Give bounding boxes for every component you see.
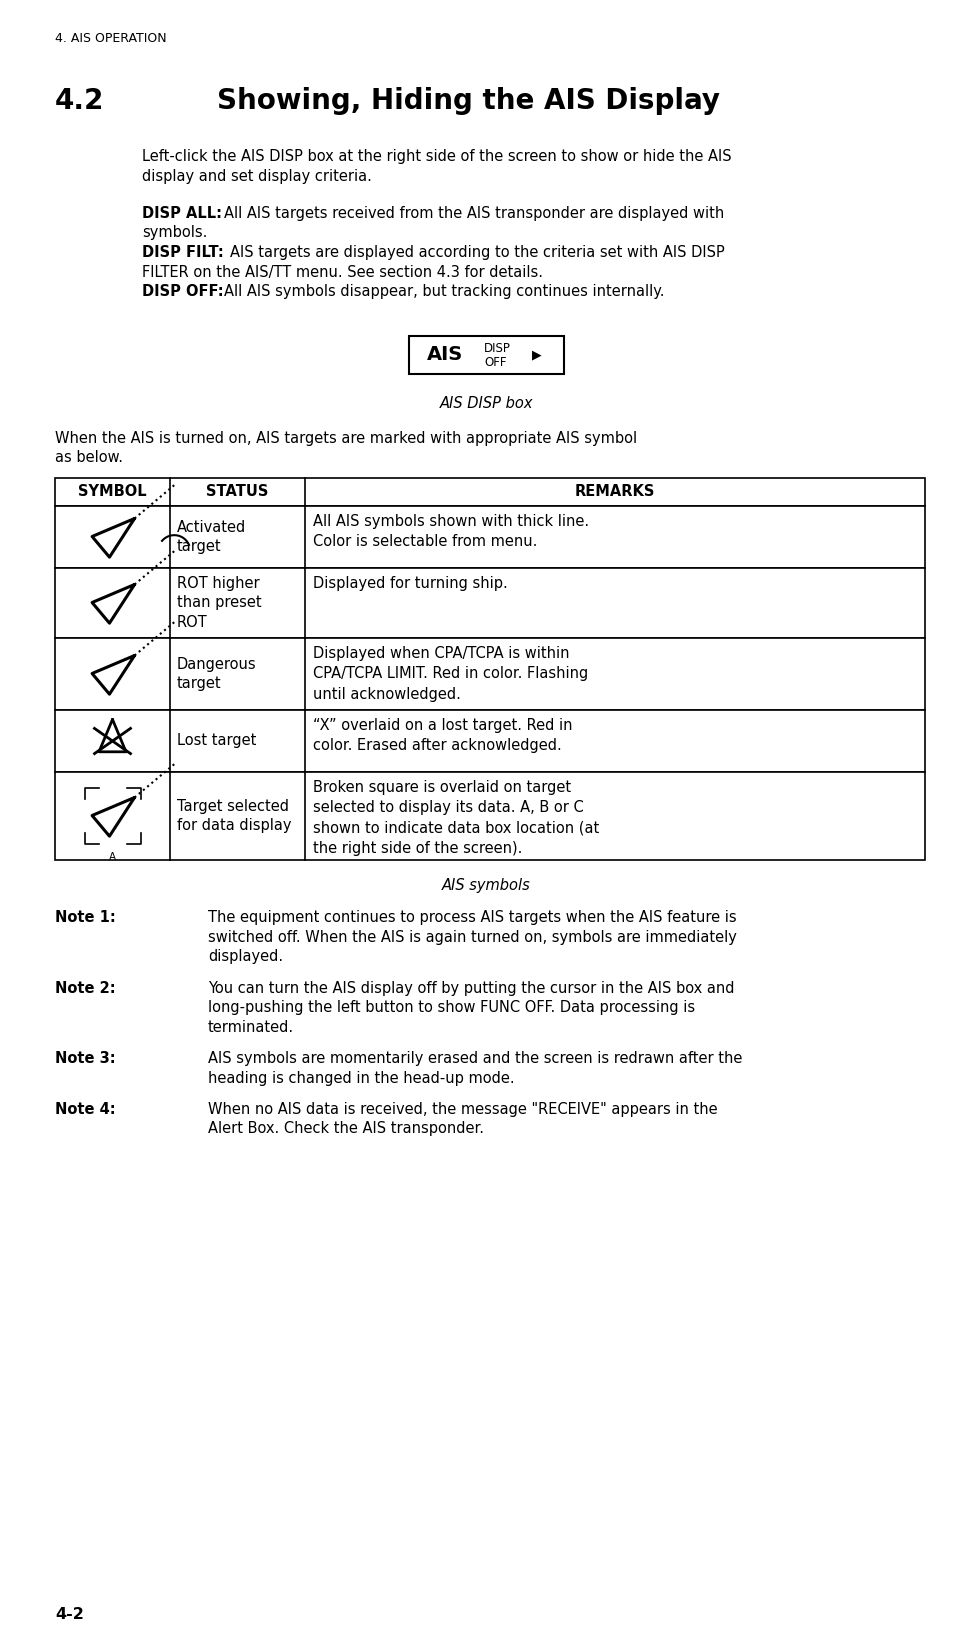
Text: Left-click the AIS DISP box at the right side of the screen to show or hide the : Left-click the AIS DISP box at the right… [142, 149, 732, 163]
Text: heading is changed in the head-up mode.: heading is changed in the head-up mode. [208, 1071, 515, 1085]
Text: DISP OFF:: DISP OFF: [142, 284, 224, 299]
Text: Target selected
for data display: Target selected for data display [177, 798, 292, 834]
Text: DISP ALL:: DISP ALL: [142, 206, 222, 220]
Bar [55, 710, 925, 772]
Bar [55, 568, 925, 638]
Text: FILTER on the AIS/TT menu. See section 4.3 for details.: FILTER on the AIS/TT menu. See section 4… [142, 264, 543, 279]
Text: OFF: OFF [484, 356, 507, 369]
Text: Displayed for turning ship.: Displayed for turning ship. [313, 576, 508, 591]
Text: Displayed when CPA/TCPA is within
CPA/TCPA LIMIT. Red in color. Flashing
until a: Displayed when CPA/TCPA is within CPA/TC… [313, 646, 589, 702]
Text: STATUS: STATUS [206, 485, 269, 499]
Text: AIS: AIS [427, 346, 463, 364]
Bar [409, 336, 564, 374]
Text: Lost target: Lost target [177, 733, 256, 749]
Text: ROT higher
than preset
ROT: ROT higher than preset ROT [177, 576, 262, 630]
Text: displayed.: displayed. [208, 948, 283, 965]
Bar [55, 506, 925, 568]
Text: symbols.: symbols. [142, 225, 207, 240]
Bar [55, 772, 925, 860]
Text: long-pushing the left button to show FUNC OFF. Data processing is: long-pushing the left button to show FUN… [208, 1000, 695, 1015]
Text: terminated.: terminated. [208, 1020, 294, 1035]
Text: REMARKS: REMARKS [575, 485, 655, 499]
Text: DISP: DISP [484, 343, 511, 356]
Text: 4-2: 4-2 [55, 1608, 84, 1622]
Text: The equipment continues to process AIS targets when the AIS feature is: The equipment continues to process AIS t… [208, 911, 737, 925]
Text: All AIS symbols shown with thick line.
Color is selectable from menu.: All AIS symbols shown with thick line. C… [313, 514, 589, 550]
Text: AIS targets are displayed according to the criteria set with AIS DISP: AIS targets are displayed according to t… [230, 245, 725, 259]
Text: AIS DISP box: AIS DISP box [440, 397, 533, 411]
Text: display and set display criteria.: display and set display criteria. [142, 168, 372, 183]
Text: ▶: ▶ [532, 349, 542, 362]
Text: switched off. When the AIS is again turned on, symbols are immediately: switched off. When the AIS is again turn… [208, 930, 737, 945]
Text: All AIS targets received from the AIS transponder are displayed with: All AIS targets received from the AIS tr… [224, 206, 724, 220]
Text: Alert Box. Check the AIS transponder.: Alert Box. Check the AIS transponder. [208, 1121, 484, 1136]
Text: When the AIS is turned on, AIS targets are marked with appropriate AIS symbol: When the AIS is turned on, AIS targets a… [55, 431, 637, 446]
Text: 4. AIS OPERATION: 4. AIS OPERATION [55, 33, 166, 46]
Text: “X” overlaid on a lost target. Red in
color. Erased after acknowledged.: “X” overlaid on a lost target. Red in co… [313, 718, 572, 754]
Text: DISP FILT:: DISP FILT: [142, 245, 224, 259]
Text: AIS symbols: AIS symbols [442, 878, 531, 893]
Text: Dangerous
target: Dangerous target [177, 656, 257, 692]
Text: Note 4:: Note 4: [55, 1102, 116, 1116]
Bar [55, 638, 925, 710]
Bar [55, 478, 925, 506]
Text: Showing, Hiding the AIS Display: Showing, Hiding the AIS Display [217, 86, 720, 114]
Text: Broken square is overlaid on target
selected to display its data. A, B or C
show: Broken square is overlaid on target sele… [313, 780, 599, 857]
Text: A: A [109, 852, 116, 862]
Text: Activated
target: Activated target [177, 519, 246, 555]
Text: 4.2: 4.2 [55, 86, 104, 114]
Text: Note 2:: Note 2: [55, 981, 116, 996]
Text: You can turn the AIS display off by putting the cursor in the AIS box and: You can turn the AIS display off by putt… [208, 981, 735, 996]
Text: All AIS symbols disappear, but tracking continues internally.: All AIS symbols disappear, but tracking … [224, 284, 665, 299]
Text: SYMBOL: SYMBOL [78, 485, 147, 499]
Text: AIS symbols are momentarily erased and the screen is redrawn after the: AIS symbols are momentarily erased and t… [208, 1051, 742, 1066]
Text: Note 1:: Note 1: [55, 911, 116, 925]
Text: When no AIS data is received, the message "RECEIVE" appears in the: When no AIS data is received, the messag… [208, 1102, 718, 1116]
Text: Note 3:: Note 3: [55, 1051, 116, 1066]
Text: as below.: as below. [55, 450, 123, 465]
